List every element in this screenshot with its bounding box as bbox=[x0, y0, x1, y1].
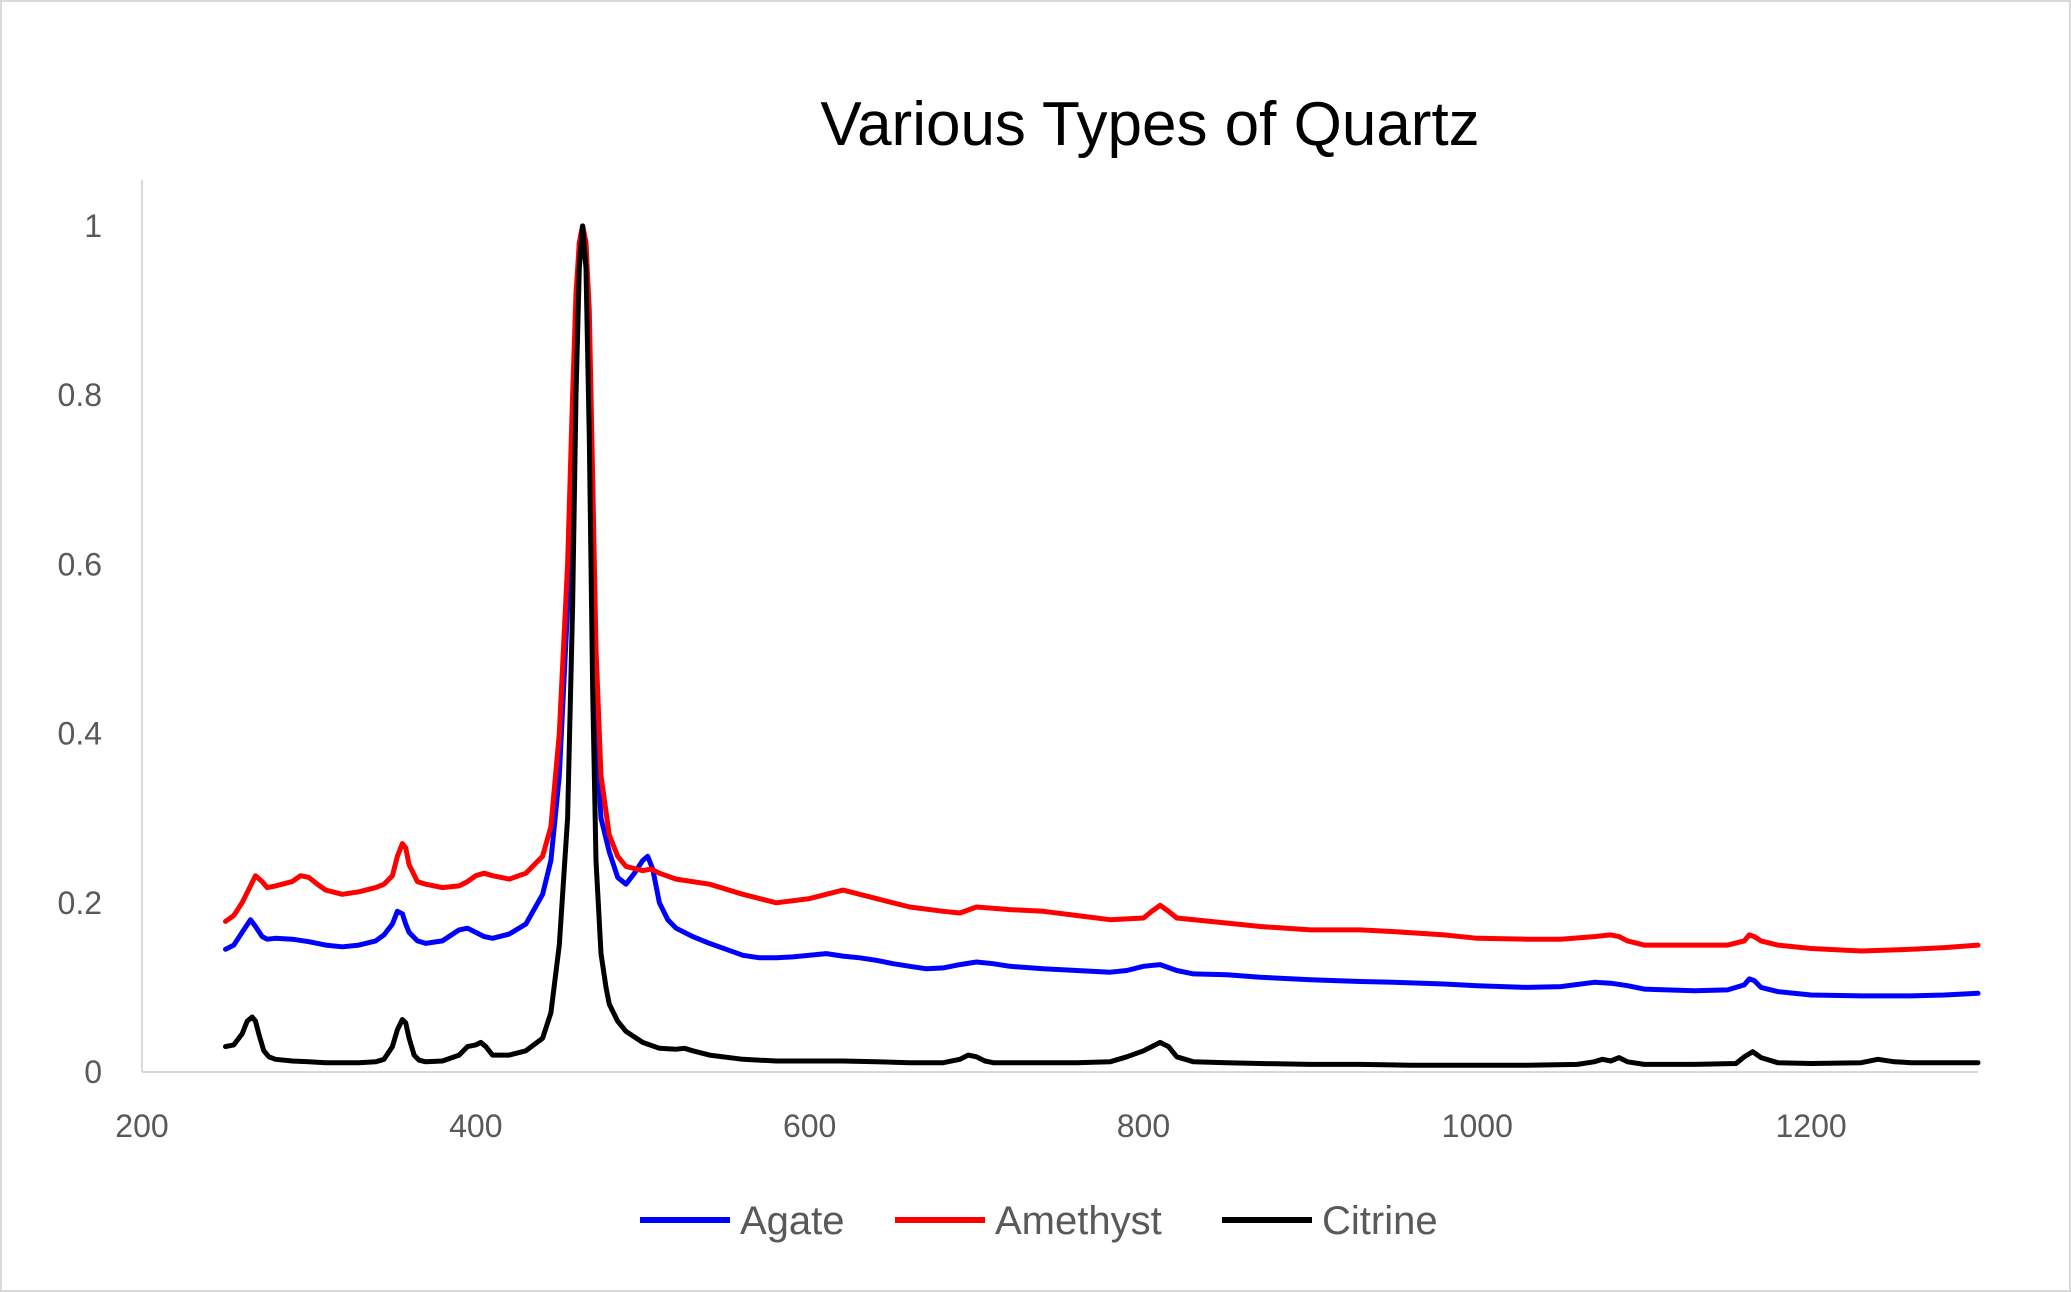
y-tick-label: 0.6 bbox=[58, 546, 102, 582]
x-tick-label: 400 bbox=[449, 1108, 502, 1144]
x-tick-label: 800 bbox=[1117, 1108, 1170, 1144]
axes bbox=[141, 180, 1978, 1073]
x-tick-label: 1000 bbox=[1442, 1108, 1513, 1144]
x-tick-label: 1200 bbox=[1775, 1108, 1846, 1144]
legend-item-amethyst: Amethyst bbox=[895, 1199, 1162, 1243]
legend-label: Agate bbox=[740, 1199, 845, 1243]
x-tick-labels: 200 400 600 800 1000 1200 bbox=[115, 1108, 1846, 1144]
series-line-amethyst bbox=[223, 223, 1981, 954]
y-tick-label: 0 bbox=[84, 1054, 102, 1090]
y-tick-label: 0.2 bbox=[58, 885, 102, 921]
y-tick-labels: 0 0.2 0.4 0.6 0.8 1 bbox=[58, 208, 102, 1090]
legend-label: Amethyst bbox=[995, 1199, 1162, 1243]
plot-lines bbox=[223, 223, 1981, 1068]
y-tick-label: 0.4 bbox=[58, 716, 102, 752]
y-tick-label: 0.8 bbox=[58, 377, 102, 413]
x-tick-label: 600 bbox=[783, 1108, 836, 1144]
x-tick-label: 200 bbox=[115, 1108, 168, 1144]
legend-label: Citrine bbox=[1322, 1199, 1438, 1243]
legend: Agate Amethyst Citrine bbox=[640, 1199, 1438, 1243]
legend-item-agate: Agate bbox=[640, 1199, 845, 1243]
series-line-citrine bbox=[223, 223, 1981, 1068]
y-tick-label: 1 bbox=[84, 208, 102, 244]
series-line-agate bbox=[223, 223, 1981, 999]
legend-item-citrine: Citrine bbox=[1222, 1199, 1438, 1243]
chart-title: Various Types of Quartz bbox=[820, 90, 1479, 159]
